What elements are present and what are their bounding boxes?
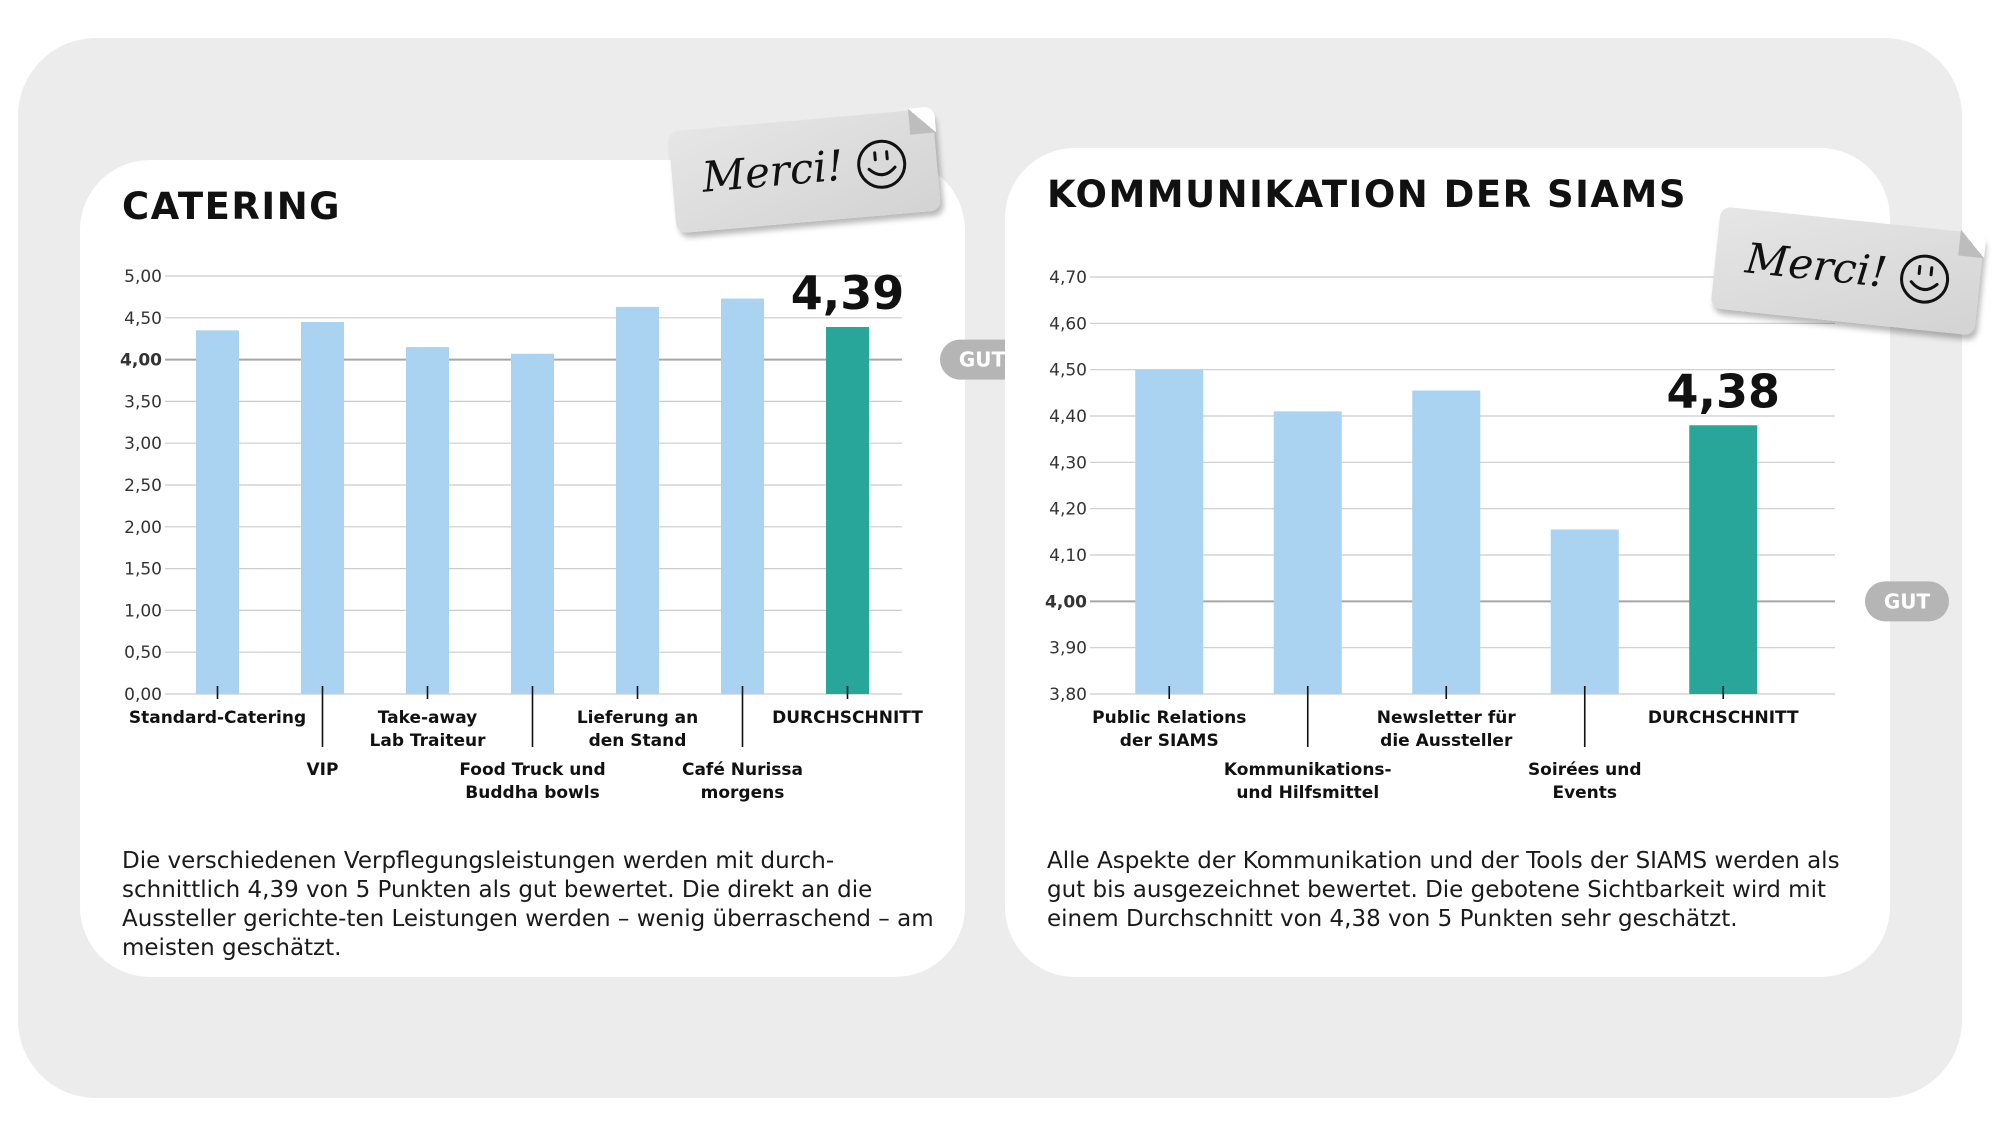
bar [301, 321, 344, 694]
smiley-icon [857, 139, 907, 189]
y-tick-label: 5,00 [124, 267, 162, 287]
merci-text: Merci! [700, 140, 846, 202]
bar [1550, 529, 1619, 694]
y-tick-label: 3,50 [124, 392, 162, 412]
bar [406, 347, 449, 694]
y-tick-label: 0,50 [124, 643, 162, 663]
kommunikation-caption: Alle Aspekte der Kommunikation und der T… [1047, 848, 1840, 932]
merci-text: Merci! [1743, 233, 1890, 297]
sticker-fold [907, 106, 937, 135]
catering-chart: 0,00 0,50 1,00 1,50 2,00 2,50 3,00 3,50 4,00 4,50… [120, 266, 1024, 803]
highlight-value-label: 4,39 [791, 266, 905, 320]
merci-sticker-right: Merci! [1710, 206, 1987, 336]
gut-badge [940, 339, 1024, 380]
highlight-value-label: 4,38 [1667, 364, 1781, 418]
highlight-bar [826, 326, 869, 694]
bar [1273, 411, 1342, 694]
bar [721, 298, 764, 694]
y-tick-label: 4,40 [1049, 407, 1087, 427]
category-label: Standard-Catering [129, 708, 306, 728]
category-label: DURCHSCHNITT [1648, 708, 1799, 728]
kommunikation-title: KOMMUNIKATION DER SIAMS [1047, 173, 1687, 216]
y-tick-label: 4,50 [124, 309, 162, 329]
catering-panel: CATERING 0,00 0,50 1,00 1,50 2,00 2,50 3,00 3,5… [80, 160, 1024, 977]
y-tick-label: 1,50 [124, 560, 162, 580]
y-tick-label: 2,00 [124, 518, 162, 538]
y-tick-label: 4,30 [1049, 453, 1087, 473]
merci-sticker-left: Merci! [668, 106, 941, 234]
category-label: Kommunikations-und Hilfsmittel [1224, 760, 1392, 803]
catering-title: CATERING [122, 185, 342, 228]
y-tick-label: 2,50 [124, 476, 162, 496]
kommunikation-chart: 3,80 3,90 4,00 4,10 4,20 4,30 4,40 4,50 4,60 4,70… [1045, 268, 1949, 803]
category-label: Soirées und Events [1528, 760, 1642, 803]
category-label: VIP [307, 760, 339, 780]
y-tick-label: 4,10 [1049, 546, 1087, 566]
bar [1135, 369, 1204, 694]
category-label: Newsletter für die Aussteller [1377, 708, 1517, 751]
y-tick-label: 3,90 [1049, 639, 1087, 659]
y-tick-label: 4,60 [1049, 314, 1087, 334]
y-tick-label: 4,00 [120, 351, 162, 371]
category-label: DURCHSCHNITT [772, 708, 923, 728]
y-tick-label: 4,70 [1049, 268, 1087, 288]
gut-badge [1865, 581, 1949, 622]
category-label: Lieferung an den Stand [577, 708, 698, 751]
y-tick-label: 3,00 [124, 434, 162, 454]
sticker-fold [1958, 229, 1987, 259]
bar [616, 306, 659, 694]
y-tick-label: 4,50 [1049, 361, 1087, 381]
bar [1412, 390, 1481, 694]
y-tick-label: 4,20 [1049, 500, 1087, 520]
y-tick-label: 4,00 [1045, 592, 1087, 612]
kommunikation-panel: KOMMUNIKATION DER SIAMS 3,80 3,90 4,00 4,10… [1005, 148, 1949, 977]
smiley-icon [1900, 254, 1950, 304]
category-label: Café Nurissa morgens [682, 760, 803, 803]
y-tick-label: 1,00 [124, 601, 162, 621]
highlight-bar [1689, 425, 1758, 694]
bar [196, 330, 239, 694]
catering-caption: Die verschiedenen Verpflegungsleistungen… [122, 848, 934, 961]
bar [511, 353, 554, 694]
category-label: Take-away Lab Traiteur [370, 708, 487, 751]
category-label: Public Relations der SIAMS [1092, 708, 1246, 751]
gut-badge-label: GUT [959, 348, 1006, 372]
y-tick-label: 0,00 [124, 685, 162, 705]
gut-badge-label: GUT [1884, 589, 1931, 613]
category-label: Food Truck und Buddha bowls [459, 760, 605, 803]
y-tick-label: 3,80 [1049, 685, 1087, 705]
